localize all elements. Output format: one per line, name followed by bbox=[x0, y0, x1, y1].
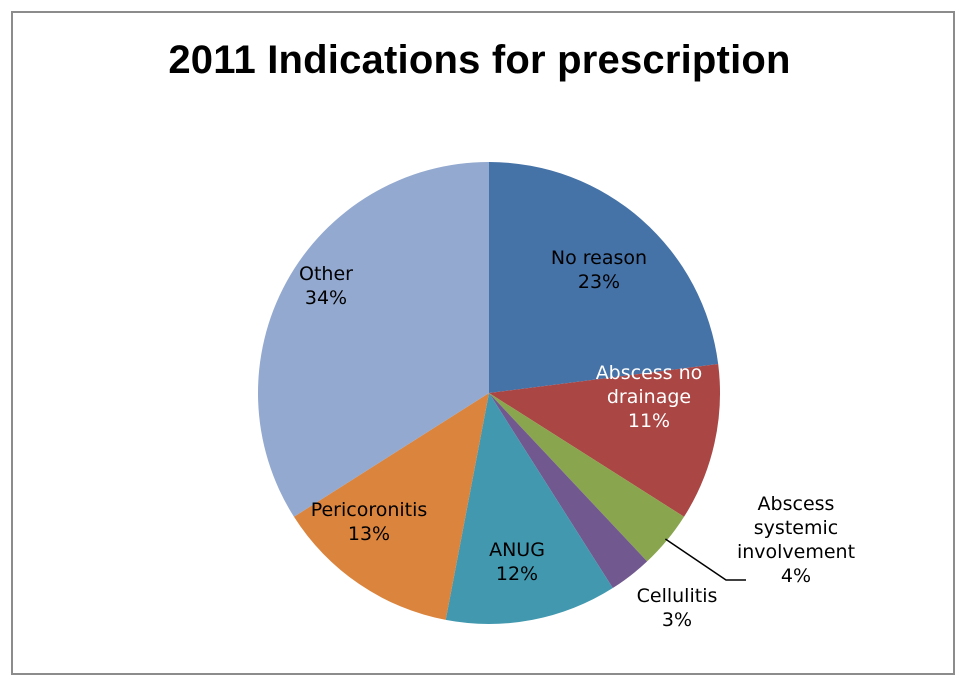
pie-slice-abscess-systemic-involvement bbox=[489, 393, 685, 562]
pie-slice-pericoronitis bbox=[293, 393, 489, 620]
pie-slice-abscess-no-drainage bbox=[489, 364, 721, 517]
slice-label-cellulitis: Cellulitis 3% bbox=[637, 585, 718, 631]
pie-slice-anug bbox=[445, 393, 613, 625]
pie-slice-no-reason bbox=[489, 162, 719, 393]
slice-label-abscess-no-drainage: Abscess no drainage 11% bbox=[596, 362, 703, 432]
slice-label-pericoronitis: Pericoronitis 13% bbox=[311, 499, 428, 545]
slice-label-anug: ANUG 12% bbox=[489, 539, 545, 585]
chart-title: 2011 Indications for prescription bbox=[168, 38, 791, 82]
pie-slice-other bbox=[257, 162, 489, 517]
pie-slice-cellulitis bbox=[489, 393, 648, 589]
slice-label-no-reason: No reason 23% bbox=[551, 247, 647, 293]
leader-line bbox=[664, 538, 746, 581]
slice-label-abscess-systemic-involvement: Abscess systemic involvement 4% bbox=[737, 493, 855, 587]
slice-label-other: Other 34% bbox=[299, 263, 353, 309]
